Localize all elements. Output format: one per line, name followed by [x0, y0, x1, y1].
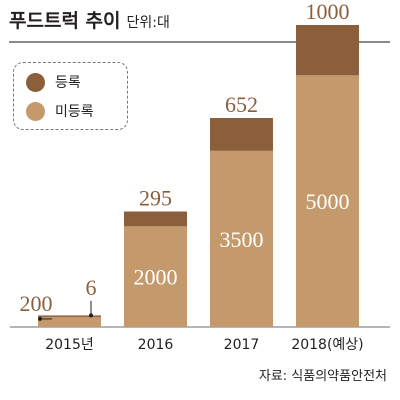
- legend-item-registered: 등록: [26, 72, 81, 92]
- data-label-registered-1: 295: [139, 185, 172, 210]
- callout-dot-registered-0: [89, 313, 93, 318]
- bar-unregistered-0: [38, 316, 101, 327]
- legend-swatch-registered: [26, 72, 45, 92]
- data-label-unregistered-3: 5000: [306, 189, 350, 214]
- legend: 등록 미등록: [13, 62, 128, 130]
- x-tick-label-0: 2015년: [45, 337, 94, 353]
- legend-item-unregistered: 미등록: [26, 101, 94, 121]
- chart-title-row: 푸드트럭 추이 단위:대: [9, 6, 170, 40]
- bar-registered-2: [210, 118, 273, 151]
- chart-title: 푸드트럭 추이: [9, 10, 121, 32]
- bar-unregistered-2: [210, 150, 273, 327]
- bar-registered-1: [124, 211, 187, 227]
- legend-label-unregistered: 미등록: [55, 104, 94, 120]
- bar-unregistered-3: [296, 75, 359, 327]
- bar-registered-0: [38, 315, 101, 317]
- bar-registered-3: [296, 25, 359, 76]
- data-label-unregistered-0: 200: [20, 291, 53, 316]
- data-label-unregistered-1: 2000: [134, 265, 178, 290]
- x-tick-label-2: 2017: [224, 337, 260, 353]
- legend-swatch-unregistered: [26, 101, 45, 121]
- data-label-registered-3: 1000: [306, 0, 350, 24]
- chart-unit: 단위:대: [126, 15, 170, 31]
- source-note: 자료: 식품의약품안전처: [258, 369, 387, 384]
- bar-unregistered-1: [124, 226, 187, 327]
- title-divider: [9, 41, 390, 43]
- x-tick-label-3: 2018(예상): [291, 337, 363, 353]
- legend-label-registered: 등록: [55, 75, 81, 91]
- data-label-registered-0: 6: [86, 275, 97, 300]
- callout-dot-unregistered-0: [38, 316, 42, 321]
- data-label-unregistered-2: 3500: [220, 227, 264, 252]
- data-label-registered-2: 652: [225, 92, 258, 117]
- x-tick-label-1: 2016: [138, 337, 174, 353]
